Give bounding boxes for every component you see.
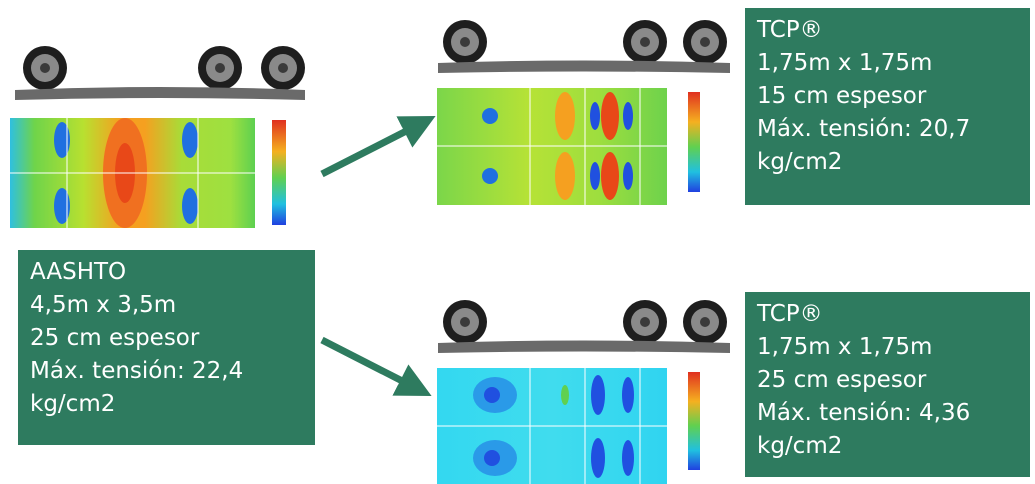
box-line: TCP® [757, 14, 1018, 47]
box-line: Máx. tensión: 22,4 [30, 355, 303, 388]
box-line: TCP® [757, 298, 1018, 331]
info-box: TCP® 1,75m x 1,75m 25 cm espesor Máx. te… [745, 292, 1030, 477]
box-line: 25 cm espesor [757, 364, 1018, 397]
arrow [322, 340, 416, 388]
box-line: AASHTO [30, 256, 303, 289]
box-line: kg/cm2 [757, 146, 1018, 179]
box-line: Máx. tensión: 4,36 [757, 397, 1018, 430]
box-line: 4,5m x 3,5m [30, 289, 303, 322]
box-line: 1,75m x 1,75m [757, 331, 1018, 364]
arrow [322, 124, 420, 174]
page: AASHTO 4,5m x 3,5m 25 cm espesor Máx. te… [0, 0, 1035, 484]
box-line: Máx. tensión: 20,7 [757, 113, 1018, 146]
box-line: kg/cm2 [30, 388, 303, 421]
box-line: 25 cm espesor [30, 322, 303, 355]
slab-aashto [10, 46, 305, 228]
slab-tcp-15 [437, 20, 730, 205]
box-line: kg/cm2 [757, 430, 1018, 463]
slab-tcp-25 [437, 300, 730, 484]
info-box: AASHTO 4,5m x 3,5m 25 cm espesor Máx. te… [18, 250, 315, 445]
info-box: TCP® 1,75m x 1,75m 15 cm espesor Máx. te… [745, 8, 1030, 205]
box-line: 1,75m x 1,75m [757, 47, 1018, 80]
box-line: 15 cm espesor [757, 80, 1018, 113]
